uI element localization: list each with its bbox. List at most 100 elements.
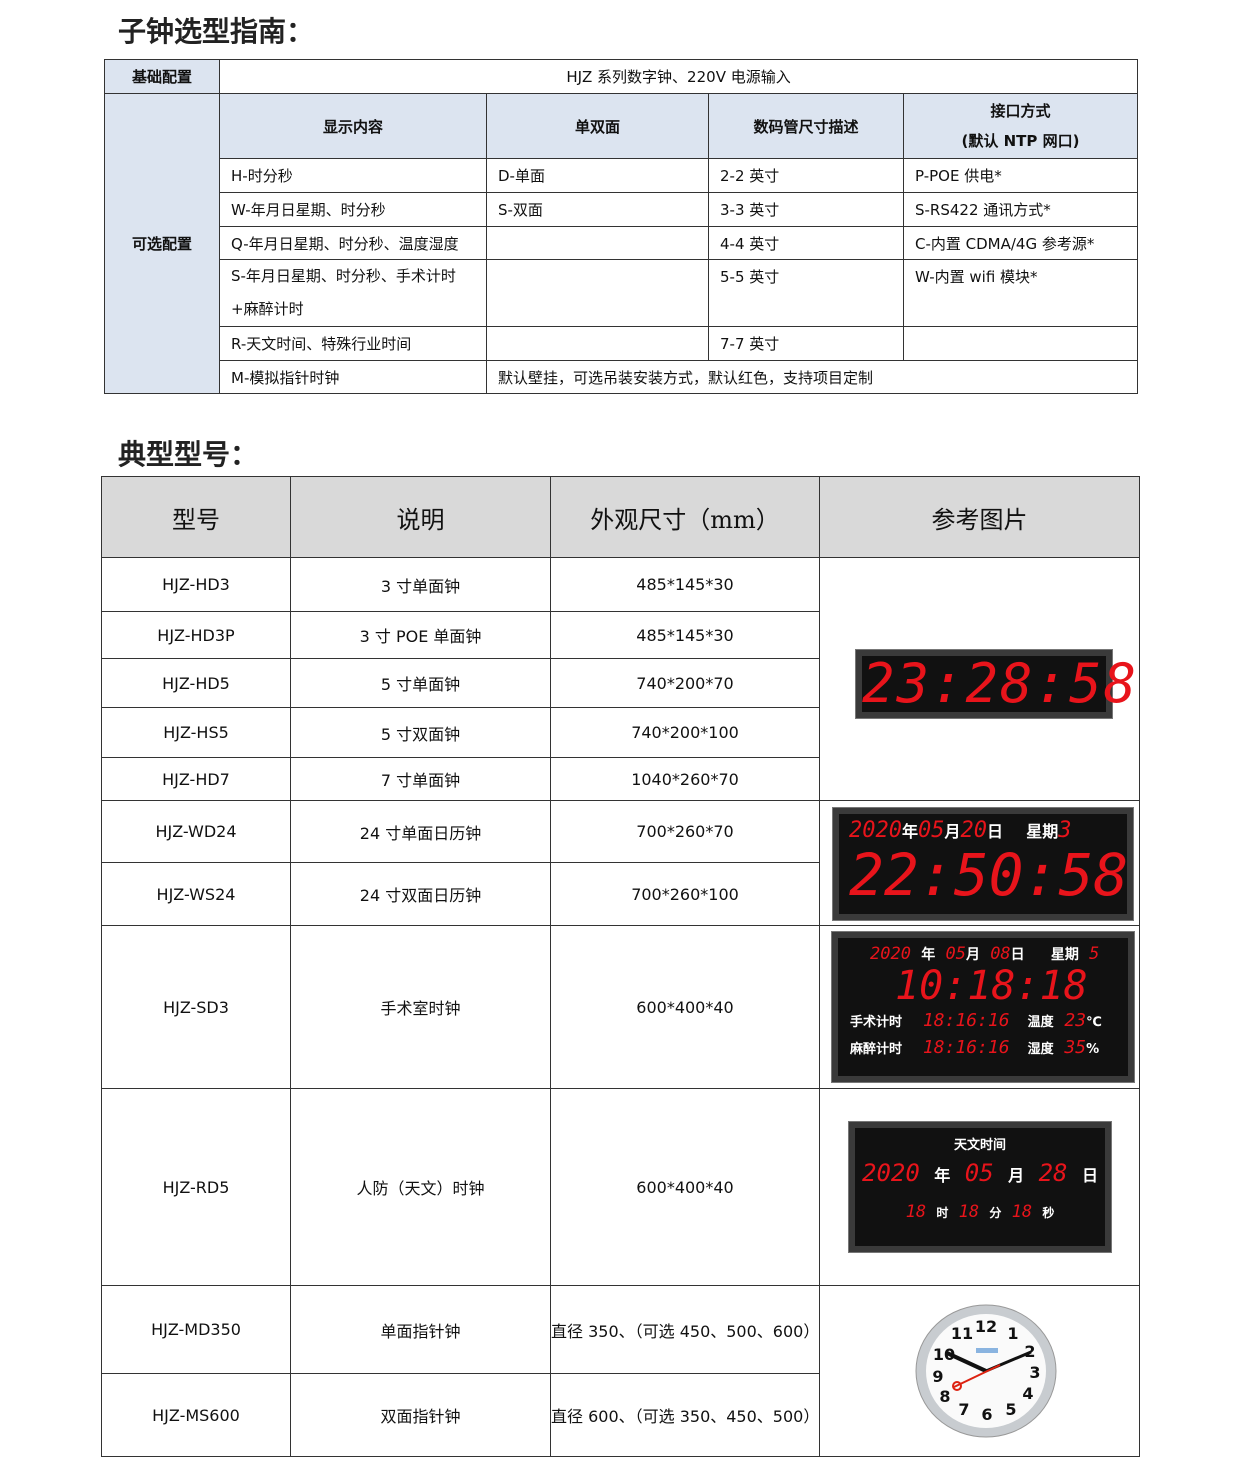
model: HJZ-RD5: [101, 1088, 291, 1286]
model: HJZ-HS5: [101, 707, 291, 758]
dimensions: 485*145*30: [550, 611, 820, 659]
header-display: 显示内容: [219, 93, 487, 159]
model: HJZ-SD3: [101, 925, 291, 1089]
model: HJZ-WS24: [101, 862, 291, 926]
led-text: 05: [964, 1159, 994, 1187]
cell: [486, 259, 709, 327]
led-text: 时: [936, 1206, 949, 1220]
header-model: 型号: [101, 476, 291, 558]
svg-text:6: 6: [981, 1405, 992, 1424]
led-text: 05: [918, 818, 945, 843]
header-sides: 单双面: [486, 93, 709, 159]
cell: D-单面: [486, 158, 709, 193]
model: HJZ-HD7: [101, 757, 291, 801]
led-text: 18: [1011, 1202, 1033, 1222]
led-text: 23: [1064, 1010, 1087, 1031]
svg-text:8: 8: [939, 1387, 950, 1406]
description: 5 寸单面钟: [290, 658, 551, 708]
cell: 2-2 英寸: [708, 158, 904, 193]
led-text: 年: [901, 822, 918, 841]
led-text: 3: [1058, 818, 1072, 843]
optional-config-label: 可选配置: [104, 93, 220, 394]
cell: 4-4 英寸: [708, 226, 904, 260]
section-title-selection-guide: 子钟选型指南：: [118, 15, 315, 48]
model: HJZ-HD5: [101, 658, 291, 708]
cell: [902, 326, 1139, 361]
header-digit-size: 数码管尺寸描述: [708, 93, 904, 159]
basic-config-label: 基础配置: [104, 59, 220, 94]
section-title-typical-models: 典型型号：: [118, 438, 259, 471]
svg-text:7: 7: [958, 1400, 969, 1419]
cell: C-内置 CDMA/4G 参考源*: [902, 226, 1139, 260]
cell: [486, 226, 709, 260]
led-text: ℃: [1086, 1015, 1102, 1030]
cell: R-天文时间、特殊行业时间: [219, 326, 487, 361]
cell: W-内置 wifi 模块*: [902, 259, 1139, 327]
description: 双面指针钟: [290, 1373, 551, 1457]
led-text: 18: [958, 1202, 980, 1222]
description: 人防（天文）时钟: [290, 1088, 551, 1286]
description: 5 寸双面钟: [290, 707, 551, 758]
svg-text:10: 10: [933, 1345, 955, 1364]
header-description: 说明: [290, 476, 551, 558]
cell: 3-3 英寸: [708, 192, 904, 227]
svg-text:1: 1: [1007, 1324, 1018, 1343]
config-table: 基础配置 HJZ 系列数字钟、220V 电源输入 可选配置 显示内容 单双面 数…: [104, 59, 1139, 394]
svg-text:12: 12: [975, 1317, 997, 1336]
analog-wall-clock-image: 121234567891011: [915, 1304, 1057, 1438]
header-interface-note: (默认 NTP 网口): [961, 132, 1080, 150]
led-text: 分: [989, 1206, 1002, 1220]
header-dimensions: 外观尺寸（mm）: [550, 476, 820, 558]
led-text: 18:16:16: [922, 1037, 1010, 1058]
dimensions: 740*200*70: [550, 658, 820, 708]
led-operating-room-clock-image: 2020 年 05月 08日 星期 5 10:18:18 手术计时 18:16:…: [832, 932, 1134, 1082]
led-text: 2020: [870, 944, 911, 964]
dimensions: 1040*260*70: [550, 757, 820, 801]
picture-analog: 121234567891011: [819, 1285, 1140, 1457]
header-interface: 接口方式 (默认 NTP 网口): [902, 93, 1139, 159]
picture-wd: 2020年05月20日 星期3 22:50:58: [819, 800, 1140, 926]
picture-hd: 23:28:58: [819, 557, 1140, 801]
dimensions: 直径 350、（可选 450、500、600）: [550, 1285, 820, 1374]
cell: P-POE 供电*: [902, 158, 1139, 193]
header-picture: 参考图片: [819, 476, 1140, 558]
led-calendar-clock-image: 2020年05月20日 星期3 22:50:58: [833, 808, 1133, 920]
led-text: 日: [987, 822, 1004, 841]
cell: S-年月日星期、时分秒、手术计时+麻醉计时: [219, 259, 487, 327]
cell: 默认壁挂，可选吊装安装方式，默认红色，支持项目定制: [485, 360, 1139, 394]
dimensions: 485*145*30: [550, 557, 820, 612]
cell: H-时分秒: [219, 158, 487, 193]
cell: S-RS422 通讯方式*: [902, 192, 1139, 227]
led-text: 月: [944, 822, 961, 841]
led-text: 麻醉计时: [850, 1042, 903, 1057]
cell: M-模拟指针时钟: [219, 360, 487, 394]
led-text: 温度: [1027, 1015, 1054, 1030]
basic-config-value: HJZ 系列数字钟、220V 电源输入: [218, 59, 1139, 94]
model: HJZ-HD3: [101, 557, 291, 612]
dimensions: 直径 600、（可选 350、450、500）: [550, 1373, 820, 1457]
svg-text:5: 5: [1005, 1400, 1016, 1419]
cell: [486, 326, 709, 361]
description: 手术室时钟: [290, 925, 551, 1089]
led-text: 月: [1008, 1166, 1025, 1185]
dimensions: 740*200*100: [550, 707, 820, 758]
cell: 7-7 英寸: [708, 326, 904, 361]
led-text: 18:16:16: [922, 1010, 1010, 1031]
led-text: 2020: [849, 818, 902, 843]
dimensions: 700*260*100: [550, 862, 820, 926]
led-text: 22:50:58: [849, 841, 1129, 909]
cell: S-双面: [486, 192, 709, 227]
picture-sd: 2020 年 05月 08日 星期 5 10:18:18 手术计时 18:16:…: [819, 925, 1140, 1089]
model: HJZ-HD3P: [101, 611, 291, 659]
description: 7 寸单面钟: [290, 757, 551, 801]
models-table: 型号 说明 外观尺寸（mm） 参考图片 HJZ-HD3 3 寸单面钟 485*145…: [101, 476, 1140, 1457]
description: 单面指针钟: [290, 1285, 551, 1374]
model: HJZ-MS600: [101, 1373, 291, 1457]
led-text: 星期: [1026, 822, 1059, 841]
description: 3 寸单面钟: [290, 557, 551, 612]
cell: W-年月日星期、时分秒: [219, 192, 487, 227]
model: HJZ-MD350: [101, 1285, 291, 1374]
led-text: 5: [1089, 944, 1100, 964]
cell: 5-5 英寸: [708, 259, 904, 327]
description: 3 寸 POE 单面钟: [290, 611, 551, 659]
